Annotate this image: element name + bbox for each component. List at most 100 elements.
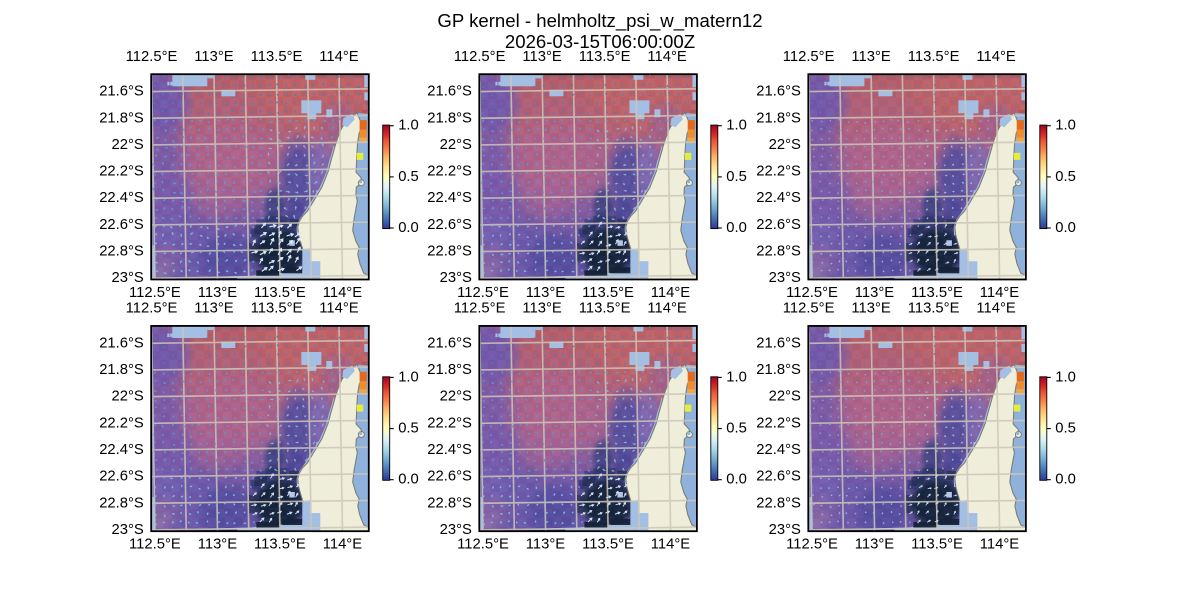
svg-text:22.8°S: 22.8°S — [427, 495, 472, 511]
svg-text:113°E: 113°E — [851, 49, 891, 65]
svg-text:22.4°S: 22.4°S — [427, 442, 472, 458]
svg-text:113.5°E: 113.5°E — [251, 49, 303, 65]
svg-text:113°E: 113°E — [855, 537, 895, 553]
svg-text:22.6°S: 22.6°S — [756, 217, 801, 233]
svg-text:21.6°S: 21.6°S — [756, 84, 801, 100]
svg-text:22.2°S: 22.2°S — [756, 415, 801, 431]
svg-text:21.8°S: 21.8°S — [756, 362, 801, 378]
svg-text:22.6°S: 22.6°S — [756, 469, 801, 485]
svg-text:113.5°E: 113.5°E — [911, 285, 963, 301]
svg-text:22.6°S: 22.6°S — [427, 469, 472, 485]
svg-text:0.0: 0.0 — [1055, 220, 1076, 236]
svg-text:2026-03-15T06:00:00Z: 2026-03-15T06:00:00Z — [505, 31, 695, 52]
svg-text:22°S: 22°S — [112, 389, 144, 405]
svg-text:113.5°E: 113.5°E — [254, 285, 306, 301]
svg-text:0.5: 0.5 — [1055, 169, 1076, 185]
svg-text:112.5°E: 112.5°E — [126, 301, 178, 317]
svg-text:114°E: 114°E — [647, 49, 687, 65]
svg-text:113°E: 113°E — [522, 49, 562, 65]
svg-text:1.0: 1.0 — [726, 369, 747, 385]
svg-text:22.2°S: 22.2°S — [99, 164, 144, 180]
svg-text:112.5°E: 112.5°E — [454, 301, 506, 317]
svg-text:0.0: 0.0 — [398, 220, 419, 236]
svg-text:1.0: 1.0 — [398, 369, 419, 385]
svg-text:113°E: 113°E — [851, 301, 891, 317]
svg-text:112.5°E: 112.5°E — [786, 285, 838, 301]
svg-text:113°E: 113°E — [194, 301, 234, 317]
svg-text:0.5: 0.5 — [726, 169, 747, 185]
svg-text:0.5: 0.5 — [398, 421, 419, 437]
svg-text:0.0: 0.0 — [1055, 472, 1076, 488]
svg-text:113.5°E: 113.5°E — [251, 301, 303, 317]
svg-text:22°S: 22°S — [112, 137, 144, 153]
svg-text:22.8°S: 22.8°S — [99, 495, 144, 511]
svg-text:22.2°S: 22.2°S — [427, 164, 472, 180]
svg-text:114°E: 114°E — [980, 285, 1020, 301]
svg-text:1.0: 1.0 — [398, 118, 419, 134]
svg-text:112.5°E: 112.5°E — [129, 285, 181, 301]
svg-text:23°S: 23°S — [440, 270, 472, 286]
svg-text:114°E: 114°E — [319, 49, 359, 65]
svg-text:113°E: 113°E — [194, 49, 234, 65]
svg-text:22°S: 22°S — [769, 389, 801, 405]
svg-text:22°S: 22°S — [440, 137, 472, 153]
svg-text:114°E: 114°E — [980, 537, 1020, 553]
svg-text:113.5°E: 113.5°E — [579, 301, 631, 317]
svg-text:22.6°S: 22.6°S — [427, 217, 472, 233]
svg-text:23°S: 23°S — [112, 522, 144, 538]
svg-text:21.8°S: 21.8°S — [427, 110, 472, 126]
svg-text:0.0: 0.0 — [398, 472, 419, 488]
svg-text:113.5°E: 113.5°E — [582, 285, 634, 301]
svg-text:112.5°E: 112.5°E — [786, 537, 838, 553]
svg-text:113°E: 113°E — [855, 285, 895, 301]
svg-text:113°E: 113°E — [526, 537, 566, 553]
svg-text:21.6°S: 21.6°S — [99, 335, 144, 351]
svg-text:113°E: 113°E — [198, 537, 238, 553]
svg-text:1.0: 1.0 — [1055, 369, 1076, 385]
svg-text:1.0: 1.0 — [726, 118, 747, 134]
svg-text:113.5°E: 113.5°E — [908, 301, 960, 317]
svg-text:21.6°S: 21.6°S — [99, 84, 144, 100]
svg-text:0.0: 0.0 — [726, 472, 747, 488]
svg-text:112.5°E: 112.5°E — [783, 301, 835, 317]
svg-text:114°E: 114°E — [976, 49, 1016, 65]
svg-text:114°E: 114°E — [323, 285, 363, 301]
svg-text:0.0: 0.0 — [726, 220, 747, 236]
svg-text:22.4°S: 22.4°S — [756, 442, 801, 458]
svg-text:23°S: 23°S — [112, 270, 144, 286]
svg-text:22.6°S: 22.6°S — [99, 469, 144, 485]
svg-text:22.2°S: 22.2°S — [427, 415, 472, 431]
svg-text:22.8°S: 22.8°S — [99, 244, 144, 260]
svg-text:112.5°E: 112.5°E — [454, 49, 506, 65]
svg-text:113.5°E: 113.5°E — [908, 49, 960, 65]
svg-text:0.5: 0.5 — [726, 421, 747, 437]
svg-text:23°S: 23°S — [769, 270, 801, 286]
svg-text:23°S: 23°S — [440, 522, 472, 538]
svg-text:22.2°S: 22.2°S — [756, 164, 801, 180]
svg-text:GP kernel - helmholtz_psi_w_ma: GP kernel - helmholtz_psi_w_matern12 — [437, 10, 762, 32]
svg-text:21.8°S: 21.8°S — [99, 110, 144, 126]
svg-text:0.5: 0.5 — [398, 169, 419, 185]
svg-text:114°E: 114°E — [319, 301, 359, 317]
svg-text:21.8°S: 21.8°S — [99, 362, 144, 378]
svg-text:113°E: 113°E — [522, 301, 562, 317]
svg-text:112.5°E: 112.5°E — [783, 49, 835, 65]
svg-text:22.2°S: 22.2°S — [99, 415, 144, 431]
svg-text:113.5°E: 113.5°E — [254, 537, 306, 553]
svg-text:113°E: 113°E — [526, 285, 566, 301]
svg-text:21.6°S: 21.6°S — [427, 84, 472, 100]
svg-text:113.5°E: 113.5°E — [911, 537, 963, 553]
svg-text:22°S: 22°S — [440, 389, 472, 405]
svg-text:21.6°S: 21.6°S — [427, 335, 472, 351]
svg-text:22.4°S: 22.4°S — [99, 190, 144, 206]
svg-text:113°E: 113°E — [198, 285, 238, 301]
svg-text:22.4°S: 22.4°S — [99, 442, 144, 458]
svg-text:112.5°E: 112.5°E — [129, 537, 181, 553]
svg-text:114°E: 114°E — [323, 537, 363, 553]
svg-text:22.4°S: 22.4°S — [427, 190, 472, 206]
svg-text:21.6°S: 21.6°S — [756, 335, 801, 351]
svg-text:22.8°S: 22.8°S — [756, 244, 801, 260]
svg-text:114°E: 114°E — [651, 537, 691, 553]
svg-text:22.8°S: 22.8°S — [427, 244, 472, 260]
svg-text:0.5: 0.5 — [1055, 421, 1076, 437]
